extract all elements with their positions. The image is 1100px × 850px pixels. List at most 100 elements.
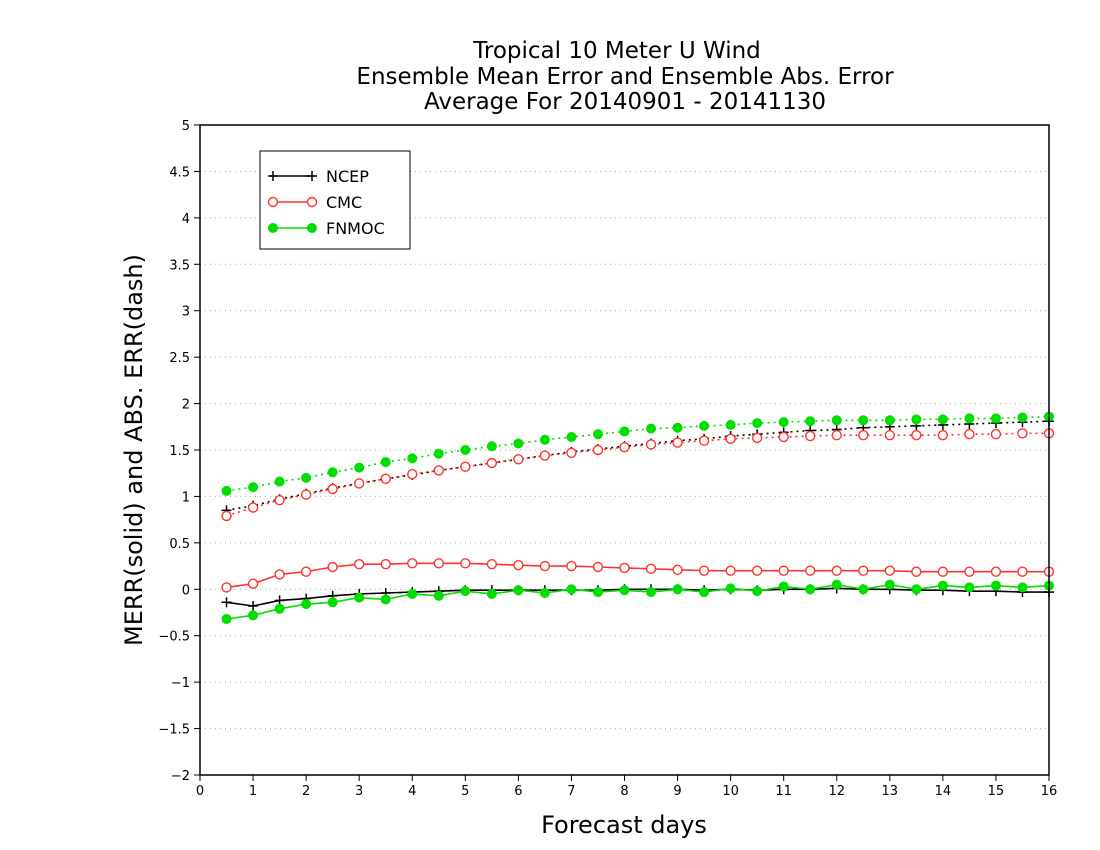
abs-error-point-cmc [645,439,657,450]
abs-error-point-cmc [274,494,285,506]
y-axis-title: MERR(solid) and ABS. ERR(dash) [120,254,148,646]
abs-error-point-fnmoc [1017,412,1028,423]
y-tick-label: 5 [182,119,190,134]
abs-error-point-fnmoc [539,434,550,445]
mean-error-point-cmc [619,562,630,574]
mean-error-point-fnmoc [221,614,232,624]
abs-error-point-cmc [353,478,365,489]
abs-error-point-fnmoc [380,457,391,468]
mean-error-point-cmc [433,558,444,569]
x-tick-label: 5 [461,784,469,799]
mean-error-point-fnmoc [407,588,418,599]
abs-error-point-fnmoc [592,429,603,440]
y-tick-label: −1.5 [158,723,190,738]
legend-label-fnmoc: FNMOC [326,219,385,238]
mean-error-point-fnmoc [884,579,895,590]
x-tick-label: 14 [935,784,952,799]
legend-label-cmc: CMC [326,193,362,212]
abs-error-point-cmc [221,510,232,522]
abs-error-point-fnmoc [486,441,497,452]
abs-error-point-cmc [460,461,471,472]
mean-error-point-fnmoc [566,584,577,595]
y-tick-label: 4 [182,212,190,227]
mean-error-point-cmc [858,565,869,576]
legend-item-ncep: NCEP [268,167,369,186]
x-tick-label: 11 [775,784,792,799]
y-tick-label: −0.5 [158,630,190,645]
mean-error-point-cmc [274,569,285,580]
y-tick-label: 0.5 [169,537,190,552]
abs-error-point-fnmoc [699,420,710,431]
abs-error-point-fnmoc [354,462,365,473]
title-line-1: Tropical 10 Meter U Wind [472,38,761,64]
mean-error-point-fnmoc [486,588,497,599]
abs-error-point-fnmoc [646,423,657,434]
x-tick-label: 6 [514,784,522,799]
mean-error-point-cmc [698,565,710,576]
legend-marker-end-ncep [307,171,317,181]
mean-error-point-cmc [407,558,418,569]
mean-error-point-fnmoc [990,580,1001,591]
abs-error-point-cmc [247,502,259,513]
mean-error-point-cmc [513,559,524,571]
mean-error-point-cmc [831,565,842,576]
mean-error-point-ncep [274,595,285,606]
mean-error-point-cmc [1017,566,1028,577]
abs-error-point-cmc [327,483,338,495]
abs-error-point-fnmoc [831,415,842,426]
mean-error-point-cmc [353,559,365,570]
x-tick-label: 9 [673,784,681,799]
abs-error-point-cmc [778,431,789,443]
mean-error-point-cmc [486,559,498,570]
mean-error-point-fnmoc [513,585,524,596]
mean-error-point-fnmoc [831,579,842,590]
y-tick-label: 1.5 [169,444,190,459]
mean-error-point-fnmoc [699,587,710,598]
abs-error-point-cmc [725,433,736,445]
legend-marker-end-cmc [306,196,318,208]
abs-error-point-cmc [990,429,1002,440]
abs-error-point-cmc [433,465,444,476]
abs-error-point-fnmoc [937,414,948,425]
legend-marker-start-cmc [267,196,279,208]
abs-error-point-fnmoc [990,413,1001,424]
legend-item-fnmoc: FNMOC [268,219,385,238]
mean-error-point-fnmoc [460,586,471,597]
abs-error-point-fnmoc [752,418,763,429]
abs-error-point-fnmoc [274,476,285,487]
mean-error-point-fnmoc [539,588,550,598]
abs-error-point-cmc [751,432,763,444]
mean-error-point-fnmoc [327,597,338,608]
y-tick-label: −2 [171,769,190,784]
y-tick-label: 2.5 [169,351,190,366]
title-line-2: Ensemble Mean Error and Ensemble Abs. Er… [356,64,894,90]
series-layer [221,411,1055,624]
abs-error-point-fnmoc [248,482,259,493]
axis-ticks: 54.543.532.521.510.50−0.5−1−1.5−20 1 2 3 4 5 6… [158,119,1057,799]
y-tick-label: 3 [182,305,190,320]
abs-error-point-fnmoc [778,417,789,428]
abs-error-point-fnmoc [301,472,312,483]
y-tick-label: 4.5 [169,165,190,180]
mean-error-point-fnmoc [805,584,816,595]
legend-box [259,150,411,250]
mean-error-point-fnmoc [672,584,683,595]
y-tick-label: −1 [171,676,190,691]
abs-error-point-fnmoc [884,415,895,426]
x-tick-label: 13 [882,784,899,799]
legend-marker-start-ncep [268,171,278,181]
x-tick-label: 7 [567,784,575,799]
mean-error-point-fnmoc [619,585,630,596]
legend-marker-start-fnmoc [268,223,278,233]
abs-error-line-fnmoc [226,415,1050,492]
mean-error-point-cmc [300,566,312,577]
mean-error-point-cmc [327,561,338,573]
abs-error-point-cmc [911,429,922,441]
abs-error-point-cmc [937,429,949,441]
mean-error-point-fnmoc [964,582,975,593]
abs-error-point-fnmoc [725,419,736,430]
mean-error-point-fnmoc [592,587,603,598]
abs-error-point-cmc [407,468,418,480]
mean-error-point-fnmoc [778,581,789,592]
abs-error-line-ncep [226,420,1050,512]
